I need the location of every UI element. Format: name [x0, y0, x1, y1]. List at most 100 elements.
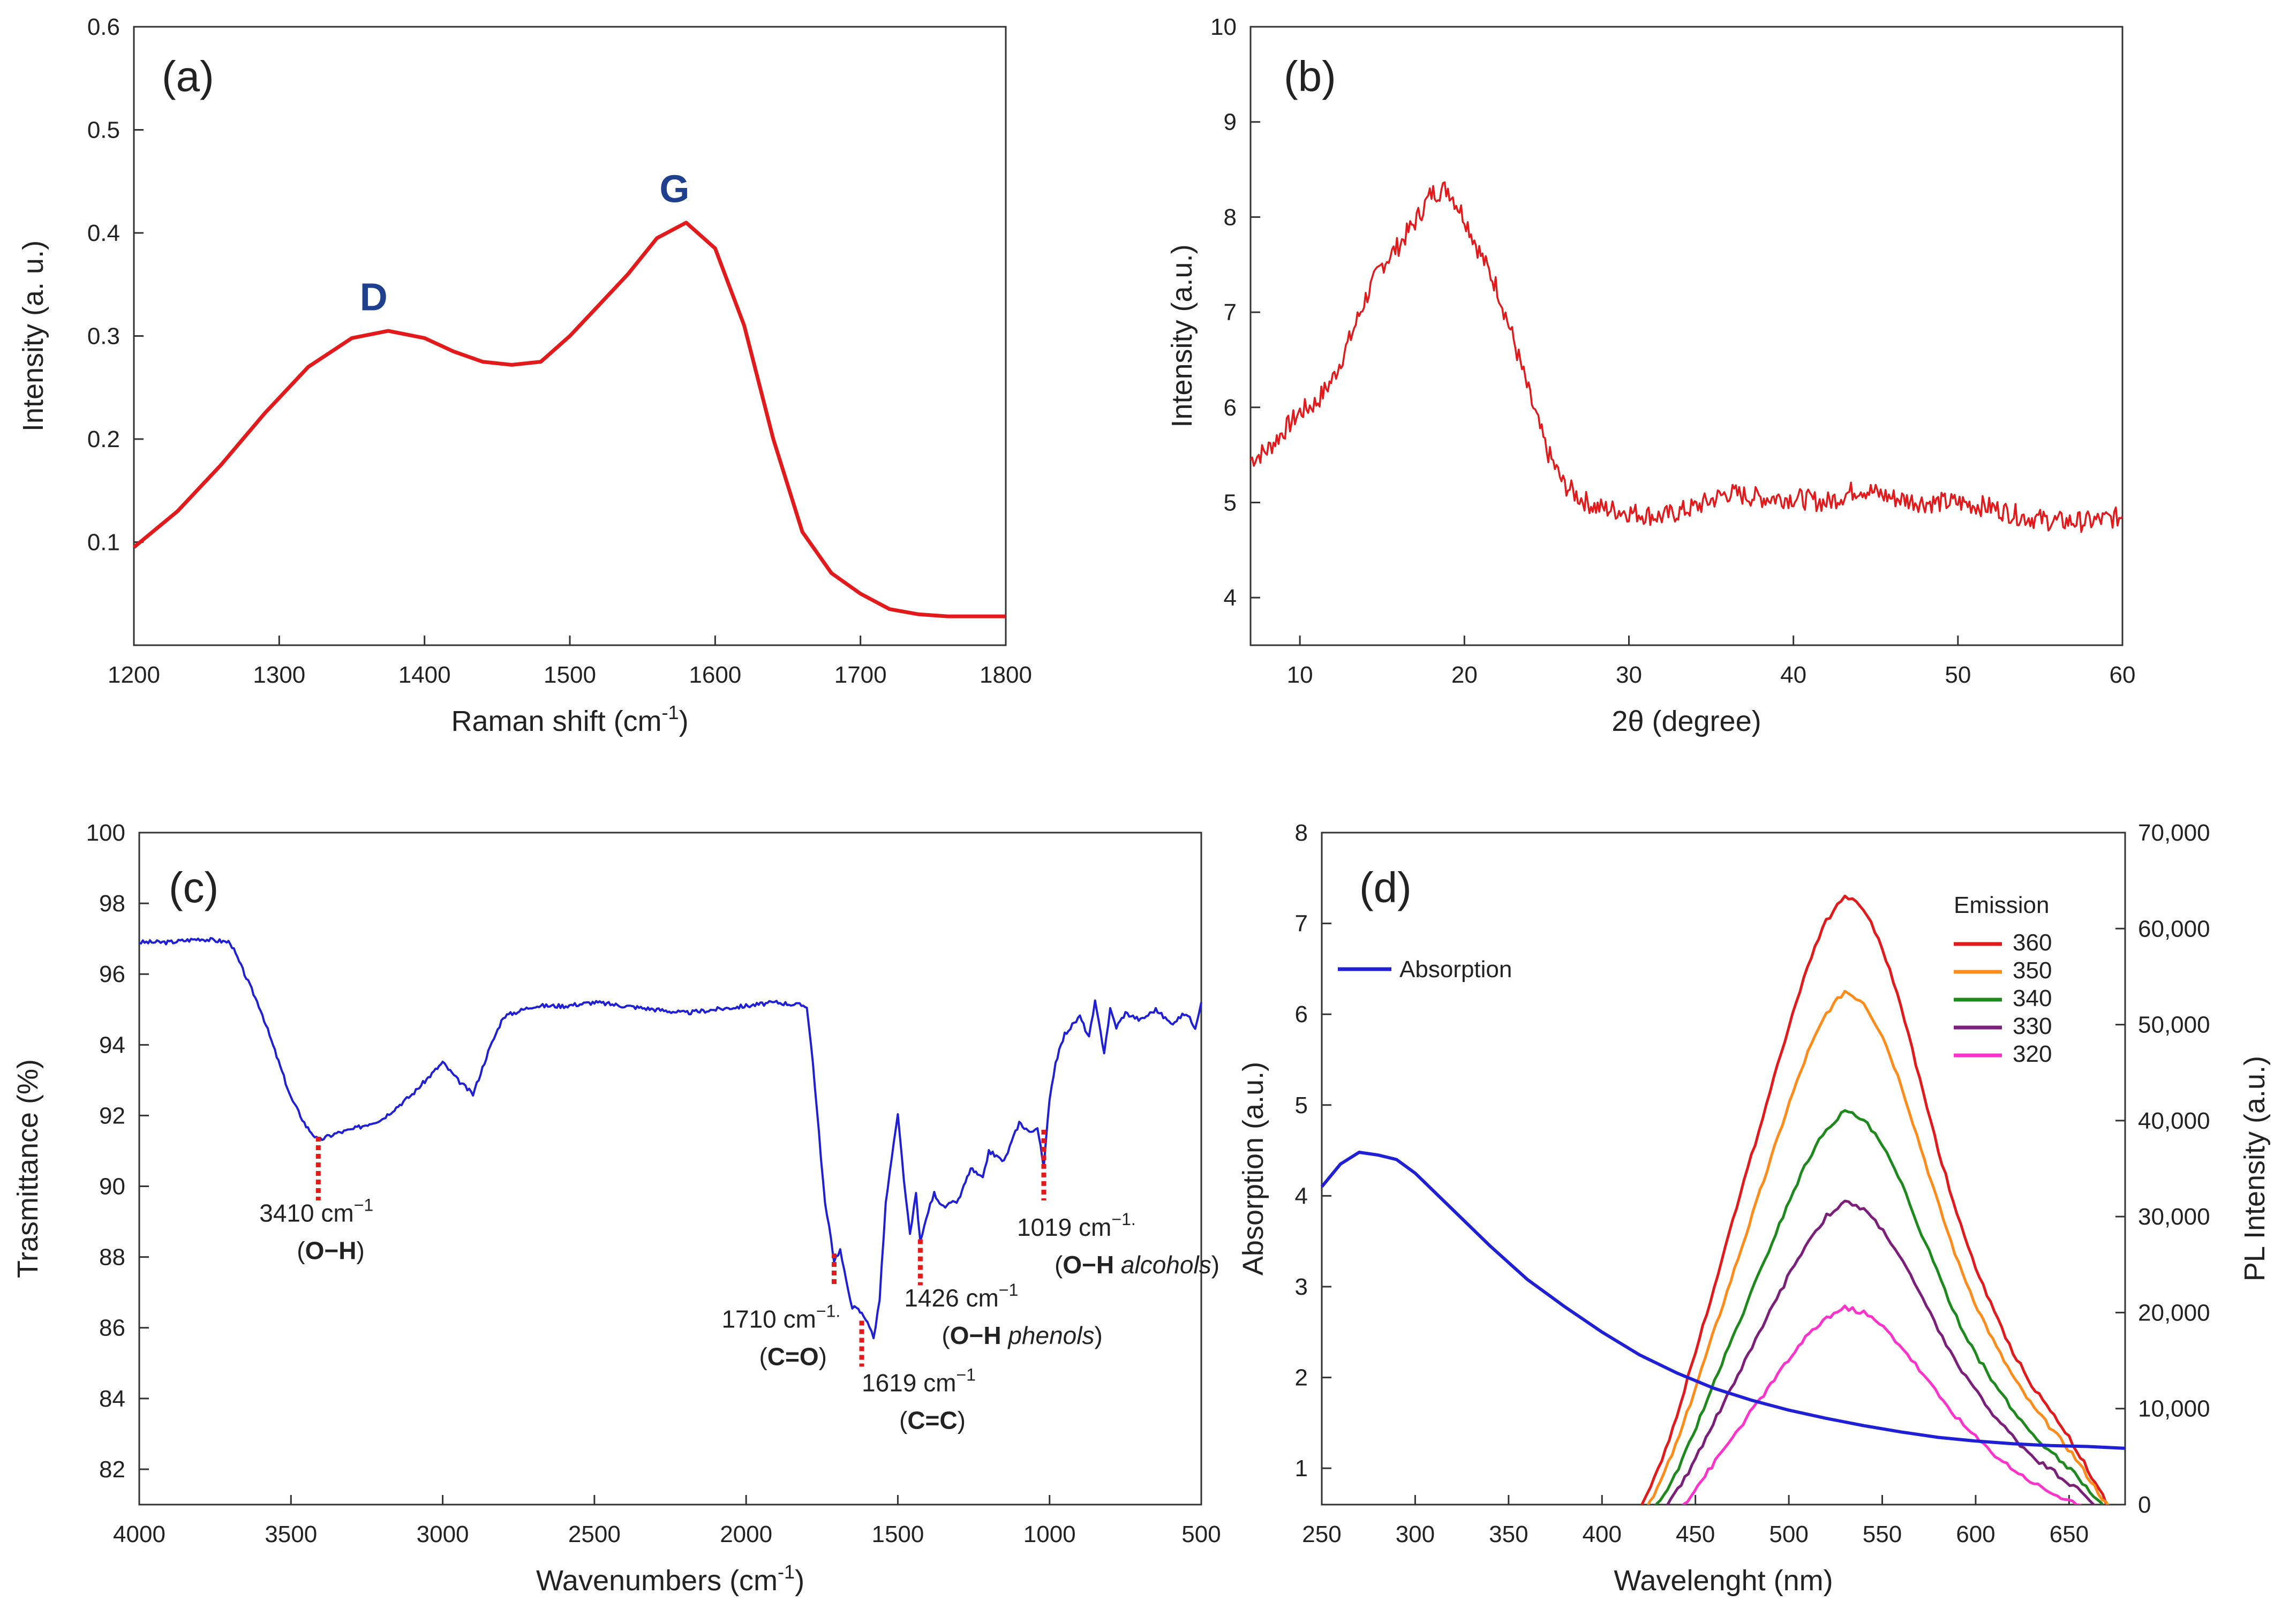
y-axis-title-b: Intensity (a.u.)	[1166, 244, 1198, 427]
y-tick-label-c: 94	[99, 1032, 125, 1058]
x-tick-label-c: 2000	[720, 1521, 772, 1547]
x-tick-label-a: 1700	[834, 662, 887, 688]
x-tick-label-d: 500	[1769, 1521, 1808, 1547]
x-tick-label-a: 1300	[253, 662, 305, 688]
y-right-tick-label-d: 50,000	[2138, 1012, 2210, 1038]
emission-series-line-320	[1682, 1304, 2082, 1505]
y-tick-label-c: 100	[86, 820, 125, 846]
emission-series-line-360	[1640, 894, 2111, 1505]
panel-label-b: (b)	[1284, 52, 1336, 100]
raman-series-line	[132, 221, 1006, 618]
y-tick-label-b: 6	[1224, 395, 1237, 421]
y-tick-label-a: 0.4	[87, 220, 120, 246]
absorption-series-line	[1320, 1151, 2126, 1450]
x-tick-label-a: 1800	[980, 662, 1032, 688]
ftir-peak-assignment: (O−H phenols)	[942, 1321, 1102, 1349]
y-right-tick-label-d: 10,000	[2138, 1396, 2210, 1422]
plot-frame-b	[1249, 26, 2124, 646]
ftir-peak-assignment: (C=O)	[759, 1343, 827, 1371]
raman-peak-label: D	[360, 276, 388, 319]
y-tick-label-d: 8	[1295, 820, 1308, 846]
x-tick-label-b: 60	[2110, 662, 2136, 688]
panel-label-c: (c)	[169, 864, 219, 911]
ftir-peak-assignment: (O−H alcohols)	[1055, 1251, 1219, 1279]
y-tick-label-b: 7	[1224, 299, 1237, 326]
y-tick-label-d: 7	[1295, 911, 1308, 937]
y-tick-label-c: 98	[99, 890, 125, 917]
legend-absorption-label: Absorption	[1399, 956, 1512, 983]
x-tick-label-b: 10	[1287, 662, 1313, 688]
emission-series-line-330	[1666, 1199, 2096, 1505]
legend-emission-label: 330	[2013, 1013, 2052, 1039]
y-tick-label-d: 5	[1295, 1092, 1308, 1119]
panel-label-d: (d)	[1359, 864, 1412, 911]
x-tick-label-b: 50	[1945, 662, 1971, 688]
legend-emission-label: 360	[2013, 930, 2052, 956]
y-tick-label-b: 10	[1210, 14, 1237, 40]
x-tick-label-d: 250	[1302, 1521, 1341, 1547]
y-tick-label-b: 5	[1224, 489, 1237, 516]
x-axis-title-b: 2θ (degree)	[1612, 705, 1761, 737]
y-tick-label-b: 9	[1224, 109, 1237, 135]
plot-frame-d	[1321, 832, 2126, 1506]
x-axis-title-a: Raman shift (cm-1)	[451, 701, 688, 737]
y-tick-label-a: 0.3	[87, 323, 120, 350]
x-tick-label-a: 1400	[398, 662, 451, 688]
x-tick-label-c: 3000	[417, 1521, 469, 1547]
y-tick-label-d: 4	[1295, 1183, 1308, 1209]
x-tick-label-b: 20	[1451, 662, 1478, 688]
x-tick-label-d: 550	[1863, 1521, 1902, 1547]
emission-series-line-350	[1647, 989, 2110, 1505]
y-tick-label-c: 82	[99, 1456, 125, 1483]
x-tick-label-b: 30	[1616, 662, 1642, 688]
ftir-peak-wavenumber: 3410 cm−1	[259, 1196, 373, 1227]
x-tick-label-a: 1500	[544, 662, 596, 688]
y-tick-label-a: 0.6	[87, 14, 120, 40]
ftir-peak-wavenumber: 1426 cm−1	[904, 1280, 1018, 1312]
x-axis-title-d: Wavelenght (nm)	[1614, 1565, 1833, 1597]
y-tick-label-d: 1	[1295, 1455, 1308, 1482]
x-tick-label-a: 1200	[108, 662, 160, 688]
x-tick-label-d: 600	[1956, 1521, 1995, 1547]
y-axis-title-d: Absorption (a.u.)	[1237, 1062, 1269, 1275]
y-tick-label-b: 4	[1224, 585, 1237, 611]
y-right-axis-title-d: PL Intensity (a.u.)	[2239, 1056, 2271, 1281]
y-right-tick-label-d: 40,000	[2138, 1108, 2210, 1134]
x-tick-label-c: 1000	[1023, 1521, 1076, 1547]
ftir-peak-assignment: (O−H)	[297, 1237, 365, 1265]
y-tick-label-c: 86	[99, 1315, 125, 1341]
y-tick-label-d: 3	[1295, 1274, 1308, 1300]
x-tick-label-d: 450	[1676, 1521, 1715, 1547]
x-tick-label-d: 650	[2050, 1521, 2089, 1547]
y-axis-title-c: Trasmittance (%)	[12, 1059, 44, 1278]
y-tick-label-c: 92	[99, 1102, 125, 1129]
y-axis-title-a: Intensity (a. u.)	[17, 240, 49, 432]
panel-label-a: (a)	[162, 52, 214, 100]
ftir-peak-wavenumber: 1019 cm−1.	[1017, 1210, 1136, 1241]
plot-frame-c	[138, 832, 1202, 1506]
x-tick-label-c: 4000	[113, 1521, 165, 1547]
y-tick-label-c: 90	[99, 1174, 125, 1200]
y-tick-label-c: 96	[99, 961, 125, 987]
legend-emission-label: 350	[2013, 957, 2052, 984]
raman-peak-label: G	[659, 168, 689, 210]
y-tick-label-a: 0.5	[87, 117, 120, 143]
x-tick-label-c: 500	[1181, 1521, 1221, 1547]
y-tick-label-c: 84	[99, 1386, 125, 1412]
ftir-peak-wavenumber: 1710 cm−1.	[721, 1302, 840, 1333]
ftir-peak-wavenumber: 1619 cm−1	[862, 1365, 976, 1397]
x-tick-label-d: 300	[1396, 1521, 1435, 1547]
x-tick-label-d: 350	[1489, 1521, 1528, 1547]
x-tick-label-c: 2500	[568, 1521, 621, 1547]
y-right-tick-label-d: 20,000	[2138, 1300, 2210, 1326]
y-tick-label-c: 88	[99, 1244, 125, 1271]
y-tick-label-b: 8	[1224, 204, 1237, 230]
x-tick-label-d: 400	[1583, 1521, 1622, 1547]
y-tick-label-d: 2	[1295, 1365, 1308, 1391]
xrd-series-line	[1249, 181, 2124, 533]
ftir-peak-assignment: (C=C)	[899, 1407, 966, 1434]
y-right-tick-label-d: 30,000	[2138, 1204, 2210, 1230]
x-tick-label-c: 1500	[871, 1521, 924, 1547]
y-tick-label-d: 6	[1295, 1001, 1308, 1028]
